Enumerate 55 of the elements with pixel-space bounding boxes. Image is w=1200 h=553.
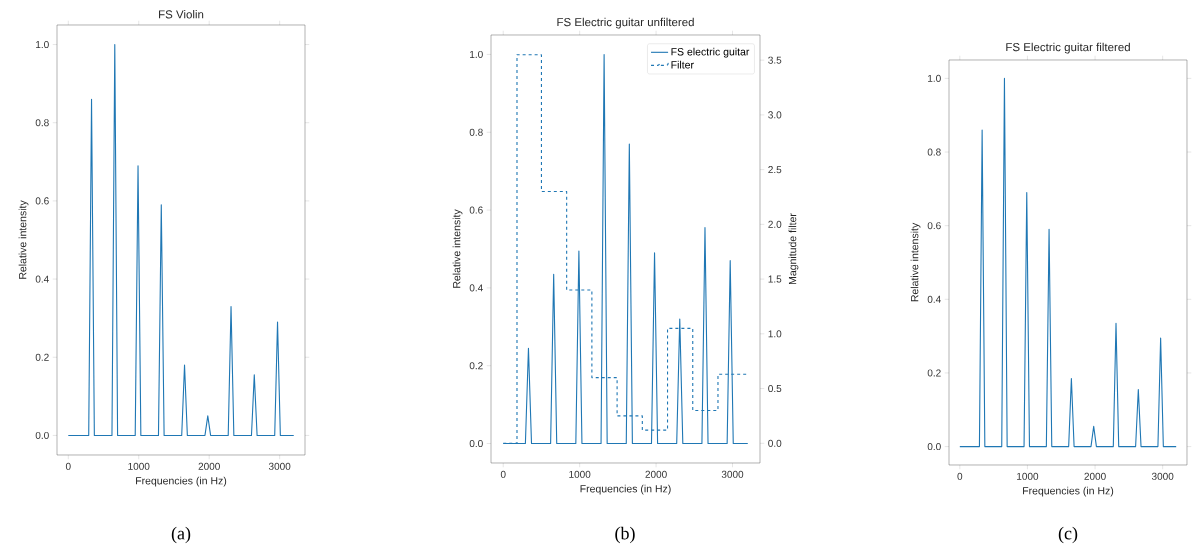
line-series [67,43,295,436]
y-tick-label: 0.0 [469,439,483,448]
x-tick-label: 3000 [1151,472,1174,480]
x-tick-label: 2000 [198,462,220,470]
legend-label: Filter [671,60,694,69]
text: (b) [615,526,635,544]
x-tick-label: 1000 [569,470,591,478]
text: (c) [1058,526,1078,544]
x-tick-label: 0 [957,472,963,480]
y-tick-label: 0.4 [35,275,49,283]
y2-tick-label: 3.5 [768,56,782,64]
y2-tick-label: 2.5 [768,166,782,174]
y-tick-label: 0.8 [927,148,941,156]
y2-tick-label: 0.5 [768,385,782,393]
y2-tick-label: 3.0 [768,111,782,119]
x-tick-label: 1000 [128,462,150,470]
y-tick-label: 0.4 [469,284,483,292]
y-tick-label: 0.2 [927,369,941,377]
x-axis-title: Frequencies (in Hz) [580,484,671,495]
y2-tick-label: 2.0 [768,220,782,228]
y-tick-label: 0.6 [469,206,483,214]
x-tick-label: 3000 [721,470,744,478]
y-tick-label: 0.2 [35,353,49,361]
x-tick-label: 0 [65,462,71,470]
y-axis-title: Relative intensity [452,209,463,288]
y-tick-label: 0.0 [927,443,941,451]
y-tick-label: 1.0 [36,41,49,49]
x-tick-label: 3000 [268,462,291,470]
x-axis-title: Frequencies (in Hz) [1023,486,1114,497]
y2-axis-title: Magnitude filter [788,213,799,285]
y-tick-label: 1.0 [928,74,941,82]
y-tick-label: 0.8 [35,119,49,127]
y-tick-label: 0.4 [927,295,941,303]
legend-label: FS electric guitar [671,47,750,58]
y-tick-label: 1.0 [470,50,483,58]
y-tick-label: 0.2 [469,362,483,370]
y2-tick-label: 1.5 [768,275,782,283]
y2-tick-label: 1.0 [768,330,782,338]
y-axis-title: Relative intensity [910,222,921,302]
y-tick-label: 0.0 [35,431,49,439]
x-tick-label: 2000 [645,470,667,478]
x-tick-label: 0 [500,470,506,478]
y-tick-label: 0.8 [469,128,483,136]
x-tick-label: 1000 [1017,472,1039,480]
chart-title: FS Electric guitar filtered [1006,42,1130,54]
y2-tick-label: 0.0 [768,439,782,447]
x-tick-label: 2000 [1084,472,1106,480]
x-axis-title: Frequencies (in Hz) [136,476,227,487]
chart-title: FS Electric guitar unfiltered [557,17,694,29]
y-tick-label: 0.6 [927,222,941,230]
y-axis-title: Relative intensity [18,200,29,279]
y-tick-label: 0.6 [35,197,49,205]
text: (a) [171,526,191,544]
line-series [959,77,1177,448]
chart-title: FS Violin [159,10,204,19]
